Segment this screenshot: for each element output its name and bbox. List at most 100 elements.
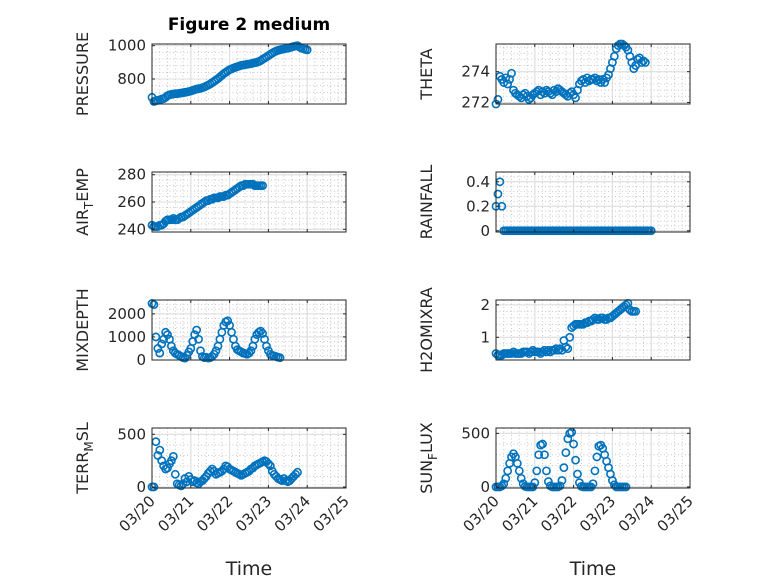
data-point xyxy=(588,479,598,489)
y-tick-label: 0 xyxy=(136,478,146,496)
x-tick-label: 03/25 xyxy=(654,492,697,535)
data-point xyxy=(151,437,161,447)
y-tick-label: 280 xyxy=(117,166,146,184)
data-point xyxy=(503,79,513,89)
data-point xyxy=(561,342,571,352)
x-tick-label: 03/21 xyxy=(154,492,197,535)
data-point xyxy=(163,330,172,340)
axes-box xyxy=(151,43,347,105)
data-point xyxy=(588,315,598,324)
data-point xyxy=(176,481,186,491)
x-tick-label: 03/22 xyxy=(537,492,580,535)
data-point xyxy=(293,467,302,477)
data-point xyxy=(161,327,170,337)
subplot-5: 0 1000 2000 MIXDEPTH xyxy=(73,288,347,372)
y-tick-label: 2000 xyxy=(108,305,146,323)
data-point xyxy=(157,339,167,349)
data-point xyxy=(168,452,178,461)
data-point xyxy=(155,445,165,455)
data-point xyxy=(262,341,271,351)
subplot-4: 0 0.2 0.4 RAINFALL xyxy=(417,165,691,240)
data-point xyxy=(592,452,602,462)
data-point xyxy=(639,56,648,66)
x-axis-label: Time xyxy=(225,558,273,580)
axes-box xyxy=(151,427,347,489)
data-point xyxy=(542,466,551,476)
data-point xyxy=(170,469,180,479)
data-point xyxy=(553,345,563,355)
data-point xyxy=(493,94,503,104)
y-axis-label: AIRTEMP xyxy=(73,168,96,236)
data-point xyxy=(507,68,516,78)
data-point xyxy=(246,346,256,356)
data-point xyxy=(166,341,176,351)
y-tick-label: 0 xyxy=(480,222,490,240)
data-point xyxy=(493,189,503,199)
subplot-7: 0 500 TERRMSL 03/2003/2103/2203/2303/2403/2… xyxy=(73,422,353,580)
data-point xyxy=(561,448,571,458)
y-axis-label: TERRMSL xyxy=(73,422,96,495)
data-point xyxy=(258,181,267,191)
y-tick-label: 272 xyxy=(461,93,490,111)
y-tick-label: 500 xyxy=(117,425,146,443)
data-point xyxy=(166,456,176,466)
data-point xyxy=(258,329,267,338)
data-point xyxy=(573,469,582,479)
data-point xyxy=(207,194,217,204)
y-tick-label: 260 xyxy=(117,193,146,211)
data-point xyxy=(291,469,300,479)
figure-title: Figure 2 medium xyxy=(168,15,330,35)
data-point xyxy=(608,476,617,485)
data-point xyxy=(646,226,656,236)
axes-box xyxy=(151,299,347,361)
data-point xyxy=(551,344,561,354)
data-point xyxy=(196,346,205,356)
subplot-3: 240 260 280 AIRTEMP xyxy=(73,166,347,238)
data-point xyxy=(631,306,641,316)
data-point xyxy=(263,459,273,469)
data-point xyxy=(516,473,526,483)
axes-box xyxy=(495,427,691,489)
data-point xyxy=(532,466,542,476)
y-tick-label: 0.2 xyxy=(466,197,490,215)
x-tick-label: 03/24 xyxy=(271,492,314,535)
axes-box xyxy=(495,299,691,361)
data-point xyxy=(590,466,600,476)
data-point xyxy=(497,481,507,491)
data-point xyxy=(250,334,260,344)
data-point xyxy=(557,476,567,485)
y-axis-label: RAINFALL xyxy=(417,165,436,240)
y-tick-label: 800 xyxy=(117,70,146,88)
y-tick-label: 1000 xyxy=(108,37,146,55)
x-tick-label: 03/23 xyxy=(232,492,275,535)
data-point xyxy=(540,450,549,460)
data-point xyxy=(213,193,223,203)
subplot-2: 272 274 THETA xyxy=(417,39,691,111)
axes-box xyxy=(495,171,691,233)
data-point xyxy=(223,316,233,326)
data-point xyxy=(565,332,575,342)
y-tick-label: 0.4 xyxy=(466,173,490,191)
data-point xyxy=(192,325,202,335)
data-point xyxy=(244,348,254,358)
axes-box xyxy=(495,43,691,105)
data-point xyxy=(543,345,553,355)
x-tick-label: 03/20 xyxy=(116,492,159,535)
data-point xyxy=(211,346,221,356)
data-point xyxy=(157,456,167,466)
data-point xyxy=(559,463,569,473)
x-tick-label: 03/23 xyxy=(576,492,619,535)
y-tick-label: 2 xyxy=(480,296,490,314)
y-axis-label: THETA xyxy=(417,48,436,100)
data-point xyxy=(542,347,551,357)
data-point xyxy=(621,482,631,492)
subplot-6: 1 2 H2OMIXRA xyxy=(417,287,691,373)
y-tick-label: 240 xyxy=(117,220,146,238)
data-point xyxy=(499,479,509,489)
x-tick-label: 03/20 xyxy=(460,492,503,535)
y-tick-label: 500 xyxy=(461,424,490,442)
y-axis-label: MIXDEPTH xyxy=(73,288,92,371)
y-tick-label: 1 xyxy=(480,328,490,346)
y-tick-label: 0 xyxy=(480,478,490,496)
subplot-1: 800 1000 PRESSURE Figure 2 medium xyxy=(73,15,347,116)
